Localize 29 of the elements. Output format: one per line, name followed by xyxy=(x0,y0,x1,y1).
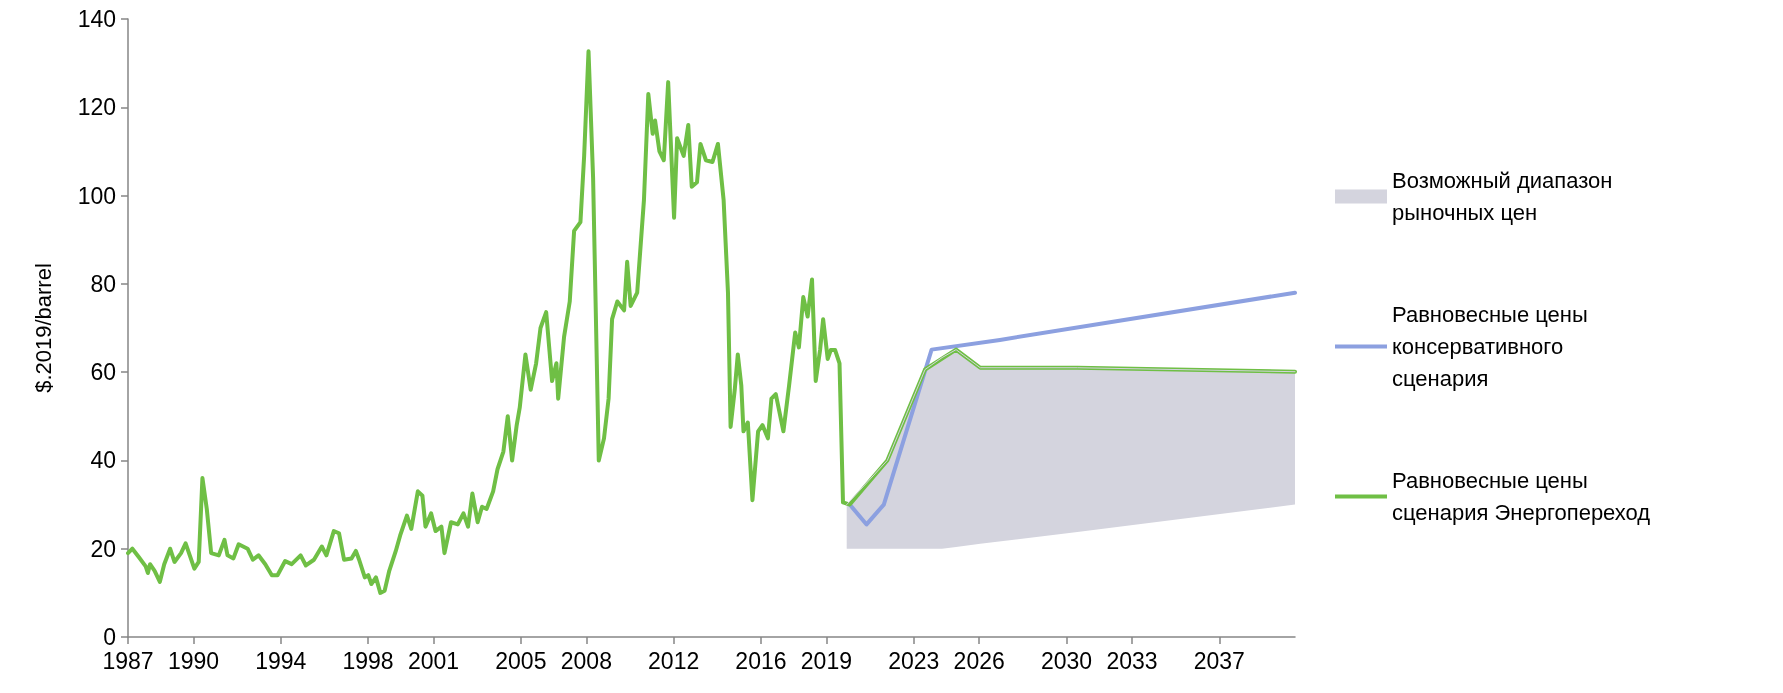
y-tick-label: 100 xyxy=(77,182,116,209)
x-tick-label: 1994 xyxy=(255,647,307,674)
x-tick-label: 1987 xyxy=(102,647,154,674)
y-tick-label: 20 xyxy=(90,535,116,562)
y-tick-label: 60 xyxy=(90,359,116,386)
x-tick-label: 1990 xyxy=(167,647,220,674)
line-series xyxy=(847,290,1297,527)
x-tick-label: 2016 xyxy=(735,647,787,674)
legend-label: Равновесные цены сценария Энергопереход xyxy=(1392,468,1651,525)
x-tick-label: 2008 xyxy=(560,647,612,674)
x-tick-label: 2012 xyxy=(648,647,700,674)
x-tick-label: 2037 xyxy=(1193,647,1245,674)
x-tick-label: 2033 xyxy=(1106,647,1158,674)
y-tick-label: 140 xyxy=(77,6,116,32)
x-tick-label: 2026 xyxy=(953,647,1005,674)
x-tick-label: 2030 xyxy=(1040,647,1093,674)
legend-label: Равновесные цены консервативного сценария xyxy=(1392,302,1594,391)
line-series xyxy=(126,49,1297,595)
legend-label: Возможный диапазон рыночных цен xyxy=(1392,168,1619,225)
y-tick-label: 0 xyxy=(103,624,116,650)
x-tick-label: 1998 xyxy=(342,647,394,674)
y-tick-label: 80 xyxy=(90,270,116,297)
y-axis-title: $.2019/barrel xyxy=(30,263,56,393)
x-tick-label: 2001 xyxy=(407,647,460,674)
x-tick-label: 2023 xyxy=(888,647,940,674)
x-tick-label: 2019 xyxy=(800,647,852,674)
y-tick-label: 40 xyxy=(90,447,116,474)
x-tick-label: 2005 xyxy=(495,647,547,674)
y-tick-label: 120 xyxy=(77,94,116,121)
